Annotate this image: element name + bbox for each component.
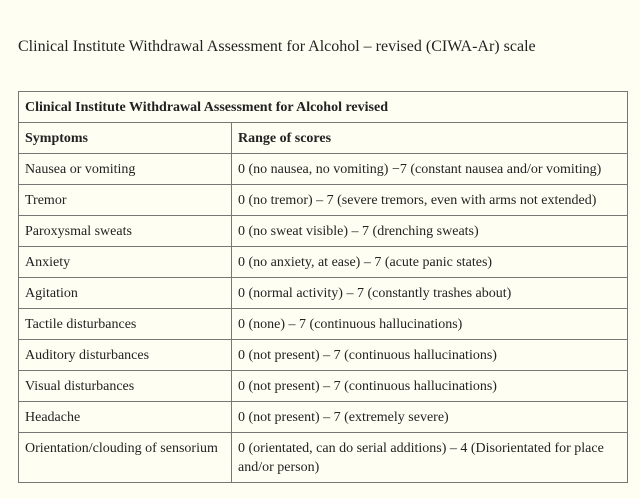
table-row: Visual disturbances 0 (not present) – 7 … (18, 370, 629, 402)
table-row: Anxiety 0 (no anxiety, at ease) – 7 (acu… (18, 246, 629, 278)
table-caption: Clinical Institute Withdrawal Assessment… (17, 91, 629, 123)
range-cell: 0 (no sweat visible) – 7 (drenching swea… (230, 215, 629, 247)
symptom-cell: Visual disturbances (18, 370, 232, 402)
table-row: Auditory disturbances 0 (not present) – … (18, 339, 629, 371)
symptom-cell: Auditory disturbances (18, 339, 232, 371)
symptom-cell: Tactile disturbances (18, 308, 232, 340)
symptom-cell: Paroxysmal sweats (18, 215, 232, 247)
table-caption-row: Clinical Institute Withdrawal Assessment… (17, 91, 629, 123)
range-cell: 0 (none) – 7 (continuous hallucinations) (230, 308, 629, 340)
table-row: Nausea or vomiting 0 (no nausea, no vomi… (18, 153, 629, 185)
range-cell: 0 (not present) – 7 (continuous hallucin… (230, 339, 629, 371)
table-header-row: Symptoms Range of scores (18, 122, 629, 154)
range-cell: 0 (no tremor) – 7 (severe tremors, even … (230, 184, 629, 216)
range-cell: 0 (no anxiety, at ease) – 7 (acute panic… (230, 246, 629, 278)
symptom-cell: Nausea or vomiting (18, 153, 232, 185)
ciwa-table: Clinical Institute Withdrawal Assessment… (17, 91, 629, 483)
symptom-cell: Anxiety (18, 246, 232, 278)
table-row: Orientation/clouding of sensorium 0 (ori… (18, 432, 629, 483)
symptom-cell: Headache (18, 401, 232, 433)
symptom-cell: Orientation/clouding of sensorium (18, 432, 232, 483)
range-cell: 0 (normal activity) – 7 (constantly tras… (230, 277, 629, 309)
range-cell: 0 (no nausea, no vomiting) −7 (constant … (230, 153, 629, 185)
table-row: Paroxysmal sweats 0 (no sweat visible) –… (18, 215, 629, 247)
range-cell: 0 (orientated, can do serial additions) … (230, 432, 629, 483)
table-row: Agitation 0 (normal activity) – 7 (const… (18, 277, 629, 309)
page-title: Clinical Institute Withdrawal Assessment… (18, 38, 536, 55)
table-row: Tremor 0 (no tremor) – 7 (severe tremors… (18, 184, 629, 216)
header-range: Range of scores (230, 122, 629, 154)
symptom-cell: Agitation (18, 277, 232, 309)
range-cell: 0 (not present) – 7 (extremely severe) (230, 401, 629, 433)
header-symptoms: Symptoms (18, 122, 232, 154)
table-row: Headache 0 (not present) – 7 (extremely … (18, 401, 629, 433)
symptom-cell: Tremor (18, 184, 232, 216)
table-row: Tactile disturbances 0 (none) – 7 (conti… (18, 308, 629, 340)
range-cell: 0 (not present) – 7 (continuous hallucin… (230, 370, 629, 402)
